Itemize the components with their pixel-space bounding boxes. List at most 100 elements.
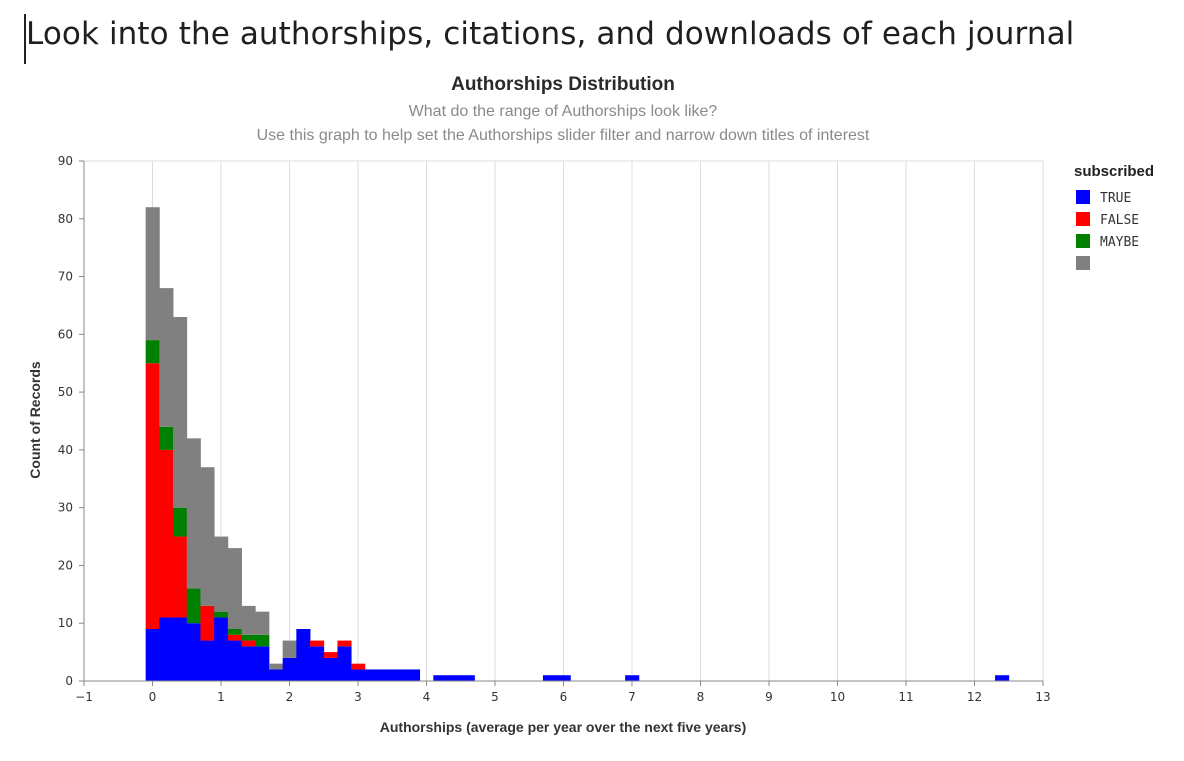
bar-segment-maybe — [227, 629, 242, 635]
bar-segment-true — [337, 646, 352, 681]
bar-segment-true — [351, 669, 366, 681]
y-tick-label: 30 — [58, 501, 73, 515]
legend-swatch-false — [1076, 212, 1090, 226]
bar-segment-unspecified — [145, 207, 160, 341]
x-tick-label: 8 — [697, 690, 705, 704]
legend-label-maybe: MAYBE — [1100, 235, 1139, 250]
y-tick-label: 10 — [58, 616, 73, 630]
y-tick-label: 80 — [58, 212, 73, 226]
text-cursor — [24, 14, 26, 64]
y-tick-label: 90 — [58, 154, 73, 168]
legend-swatch-true — [1076, 190, 1090, 204]
chart-subtitle-line-1: What do the range of Authorships look li… — [409, 103, 718, 120]
bar-segment-maybe — [145, 340, 160, 364]
bar-segment-unspecified — [159, 288, 174, 427]
bar-segment-true — [392, 669, 407, 681]
bar-segment-false — [323, 652, 338, 658]
bar-segment-unspecified — [186, 438, 201, 589]
legend-label-true: TRUE — [1100, 191, 1131, 206]
bar-segment-true — [159, 617, 174, 681]
bars — [145, 207, 1010, 681]
x-tick-label: 4 — [423, 690, 431, 704]
page-heading-wrap: Look into the authorships, citations, an… — [22, 12, 1162, 64]
bar-segment-maybe — [159, 426, 174, 450]
legend: subscribed TRUE FALSE MAYBE — [1074, 163, 1154, 270]
bar-segment-unspecified — [200, 467, 215, 606]
bar-segment-true — [364, 669, 379, 681]
bar-segment-false — [200, 605, 215, 641]
bar-segment-false — [337, 640, 352, 647]
bar-segment-true — [282, 657, 297, 681]
x-axis-label: Authorships (average per year over the n… — [380, 719, 746, 735]
bar-segment-unspecified — [255, 611, 270, 635]
legend-swatch-maybe — [1076, 234, 1090, 248]
y-tick-label: 50 — [58, 385, 73, 399]
bar-segment-maybe — [214, 611, 229, 618]
bar-segment-unspecified — [241, 605, 256, 635]
bar-segment-true — [378, 669, 393, 681]
x-tick-label: 5 — [491, 690, 499, 704]
bar-segment-false — [173, 536, 188, 618]
bar-segment-true — [268, 669, 284, 681]
bar-segment-true — [173, 617, 188, 681]
x-tick-label: 9 — [765, 690, 773, 704]
x-tick-label: 11 — [898, 690, 913, 704]
y-tick-label: 70 — [58, 270, 73, 284]
bar-segment-maybe — [173, 507, 188, 537]
y-axis-label: Count of Records — [27, 361, 43, 479]
bar-segment-true — [625, 675, 640, 681]
bar-segment-true — [460, 675, 475, 681]
x-tick-label: 10 — [830, 690, 845, 704]
bar-segment-true — [200, 640, 215, 681]
x-tick-label: 1 — [217, 690, 225, 704]
legend-title: subscribed — [1074, 163, 1154, 180]
bar-segment-false — [241, 640, 256, 647]
bar-segment-true — [556, 675, 571, 681]
page-heading: Look into the authorships, citations, an… — [26, 16, 1075, 52]
bar-segment-true — [186, 623, 201, 681]
bar-segment-false — [145, 363, 160, 629]
x-tick-label: 3 — [354, 690, 362, 704]
bar-segment-true — [405, 669, 421, 681]
bar-segment-true — [227, 640, 242, 681]
x-tick-label: 13 — [1035, 690, 1050, 704]
bar-segment-unspecified — [268, 663, 284, 670]
y-tick-label: 20 — [58, 558, 73, 572]
x-tick-label: −1 — [75, 690, 93, 704]
legend-swatch-unspecified — [1076, 256, 1090, 270]
x-tick-label: 7 — [628, 690, 636, 704]
bar-segment-maybe — [241, 634, 256, 641]
bar-segment-true — [145, 629, 160, 681]
chart-title: Authorships Distribution — [451, 74, 675, 95]
legend-label-false: FALSE — [1100, 213, 1139, 228]
bar-segment-true — [447, 675, 462, 681]
bar-segment-true — [296, 629, 311, 681]
y-tick-label: 0 — [65, 674, 73, 688]
x-tick-label: 0 — [149, 690, 157, 704]
bar-segment-true — [214, 617, 229, 681]
bar-segment-unspecified — [227, 548, 242, 629]
bar-segment-unspecified — [214, 536, 229, 612]
bar-segment-false — [227, 634, 242, 641]
bar-segment-true — [433, 675, 448, 681]
bar-segment-maybe — [255, 634, 270, 647]
y-tick-label: 60 — [58, 327, 73, 341]
bar-segment-false — [310, 640, 325, 647]
bar-segment-false — [351, 663, 366, 670]
bar-segment-unspecified — [173, 317, 188, 508]
y-tick-label: 40 — [58, 443, 73, 457]
x-tick-label: 12 — [967, 690, 982, 704]
bar-segment-maybe — [186, 588, 201, 624]
bar-segment-unspecified — [282, 640, 297, 658]
bar-segment-true — [542, 675, 558, 681]
bar-segment-true — [241, 646, 256, 681]
bar-segment-true — [995, 675, 1010, 681]
bar-segment-false — [159, 449, 174, 618]
x-tick-label: 6 — [560, 690, 568, 704]
bar-segment-true — [310, 646, 325, 681]
x-tick-label: 2 — [286, 690, 294, 704]
bar-segment-true — [323, 657, 338, 681]
chart-subtitle-line-2: Use this graph to help set the Authorshi… — [257, 127, 870, 144]
